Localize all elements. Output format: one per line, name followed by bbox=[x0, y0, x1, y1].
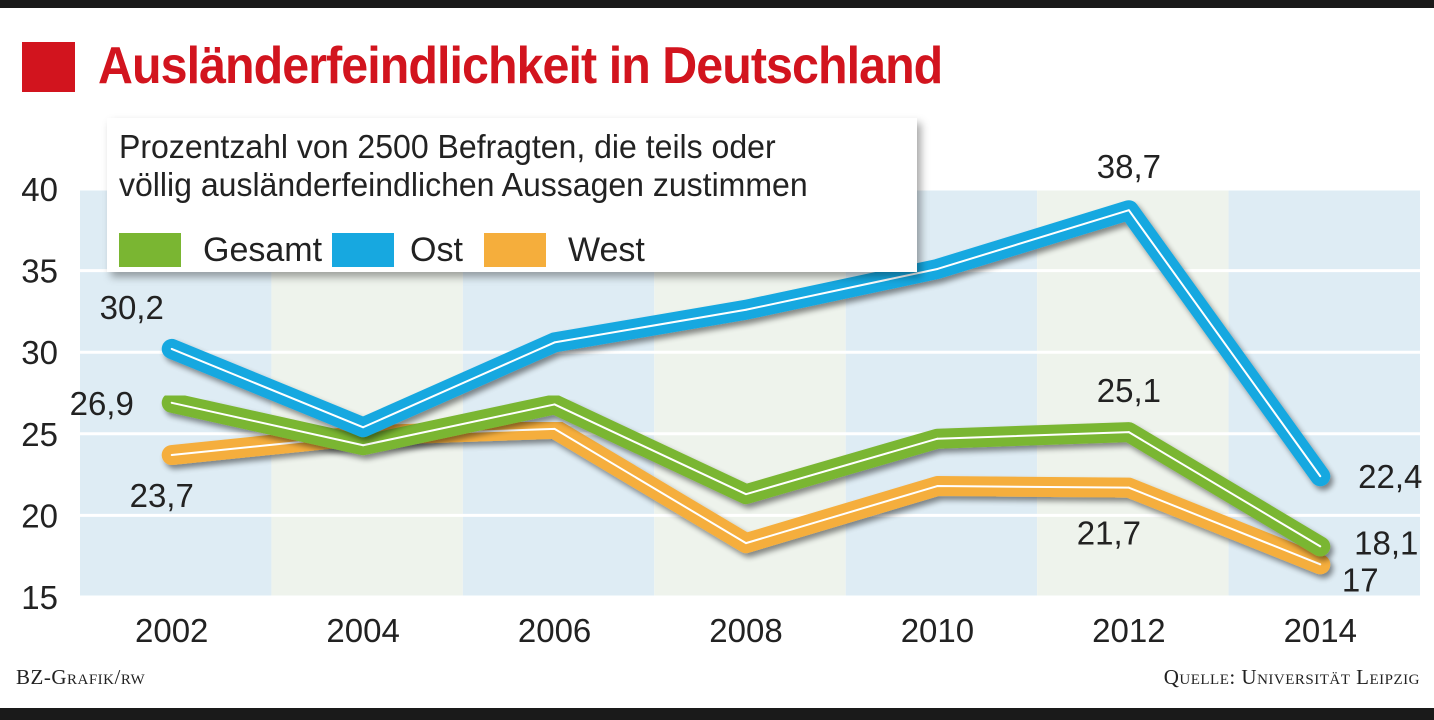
data-point-west bbox=[553, 427, 556, 430]
data-point-ost bbox=[170, 347, 173, 350]
x-tick-label: 2008 bbox=[709, 612, 782, 649]
data-point-gesamt bbox=[936, 437, 939, 440]
bottom-border bbox=[0, 708, 1434, 720]
background-band bbox=[1037, 189, 1229, 597]
data-point-ost bbox=[1127, 209, 1130, 212]
subtitle-line: völlig ausländerfeindlichen Aussagen zus… bbox=[119, 166, 808, 203]
data-point-west bbox=[745, 542, 747, 545]
data-point-west bbox=[170, 454, 173, 457]
x-tick-label: 2004 bbox=[326, 612, 399, 649]
x-tick-label: 2014 bbox=[1284, 612, 1357, 649]
legend-label: West bbox=[568, 230, 645, 269]
legend-item-gesamt: Gesamt bbox=[119, 230, 323, 269]
data-point-west bbox=[1319, 563, 1322, 566]
data-label: 21,7 bbox=[1077, 515, 1141, 552]
y-tick-label: 35 bbox=[21, 253, 58, 290]
legend-box: Prozentzahl von 2500 Befragten, die teil… bbox=[107, 118, 917, 272]
x-tick-label: 2010 bbox=[901, 612, 974, 649]
legend-swatch-gesamt bbox=[119, 233, 181, 267]
chart-subtitle: Prozentzahl von 2500 Befragten, die teil… bbox=[119, 128, 808, 204]
title-marker bbox=[22, 42, 75, 92]
x-tick-label: 2002 bbox=[135, 612, 208, 649]
data-label: 18,1 bbox=[1354, 524, 1418, 561]
data-point-ost bbox=[745, 308, 747, 311]
data-point-gesamt bbox=[1319, 545, 1322, 548]
data-point-gesamt bbox=[170, 401, 173, 404]
chart-title: Ausländerfeindlichkeit in Deutschland bbox=[98, 37, 943, 95]
data-label: 30,2 bbox=[100, 289, 164, 326]
legend-item-west: West bbox=[484, 230, 645, 269]
data-point-gesamt bbox=[1127, 431, 1130, 434]
legend-label: Gesamt bbox=[203, 230, 323, 269]
data-label: 22,4 bbox=[1358, 458, 1422, 495]
data-point-west bbox=[936, 485, 939, 488]
legend-label: Ost bbox=[410, 230, 463, 269]
data-label: 23,7 bbox=[130, 477, 194, 514]
data-point-ost bbox=[553, 341, 556, 344]
data-label: 17 bbox=[1342, 561, 1379, 598]
data-point-gesamt bbox=[553, 403, 556, 406]
subtitle-line: Prozentzahl von 2500 Befragten, die teil… bbox=[119, 128, 776, 165]
y-tick-label: 30 bbox=[21, 334, 58, 371]
credit: BZ-Grafik/rw bbox=[16, 665, 146, 689]
y-tick-label: 25 bbox=[21, 416, 58, 453]
top-border bbox=[0, 0, 1434, 8]
legend-swatch-ost bbox=[332, 233, 394, 267]
data-point-ost bbox=[936, 267, 939, 270]
y-tick-label: 20 bbox=[21, 497, 58, 534]
y-tick-label: 40 bbox=[21, 171, 58, 208]
data-point-gesamt bbox=[362, 444, 365, 447]
x-tick-label: 2012 bbox=[1092, 612, 1165, 649]
source: Quelle: Universität Leipzig bbox=[1163, 665, 1420, 689]
data-point-ost bbox=[362, 426, 365, 429]
x-tick-label: 2006 bbox=[518, 612, 591, 649]
data-label: 26,9 bbox=[70, 385, 134, 422]
legend-item-ost: Ost bbox=[332, 230, 463, 269]
y-tick-label: 15 bbox=[21, 579, 58, 616]
data-point-ost bbox=[1319, 475, 1322, 478]
data-label: 38,7 bbox=[1097, 148, 1161, 185]
data-point-west bbox=[1127, 486, 1130, 489]
legend-swatch-west bbox=[484, 233, 546, 267]
data-label: 25,1 bbox=[1097, 372, 1161, 409]
data-point-gesamt bbox=[745, 493, 747, 496]
